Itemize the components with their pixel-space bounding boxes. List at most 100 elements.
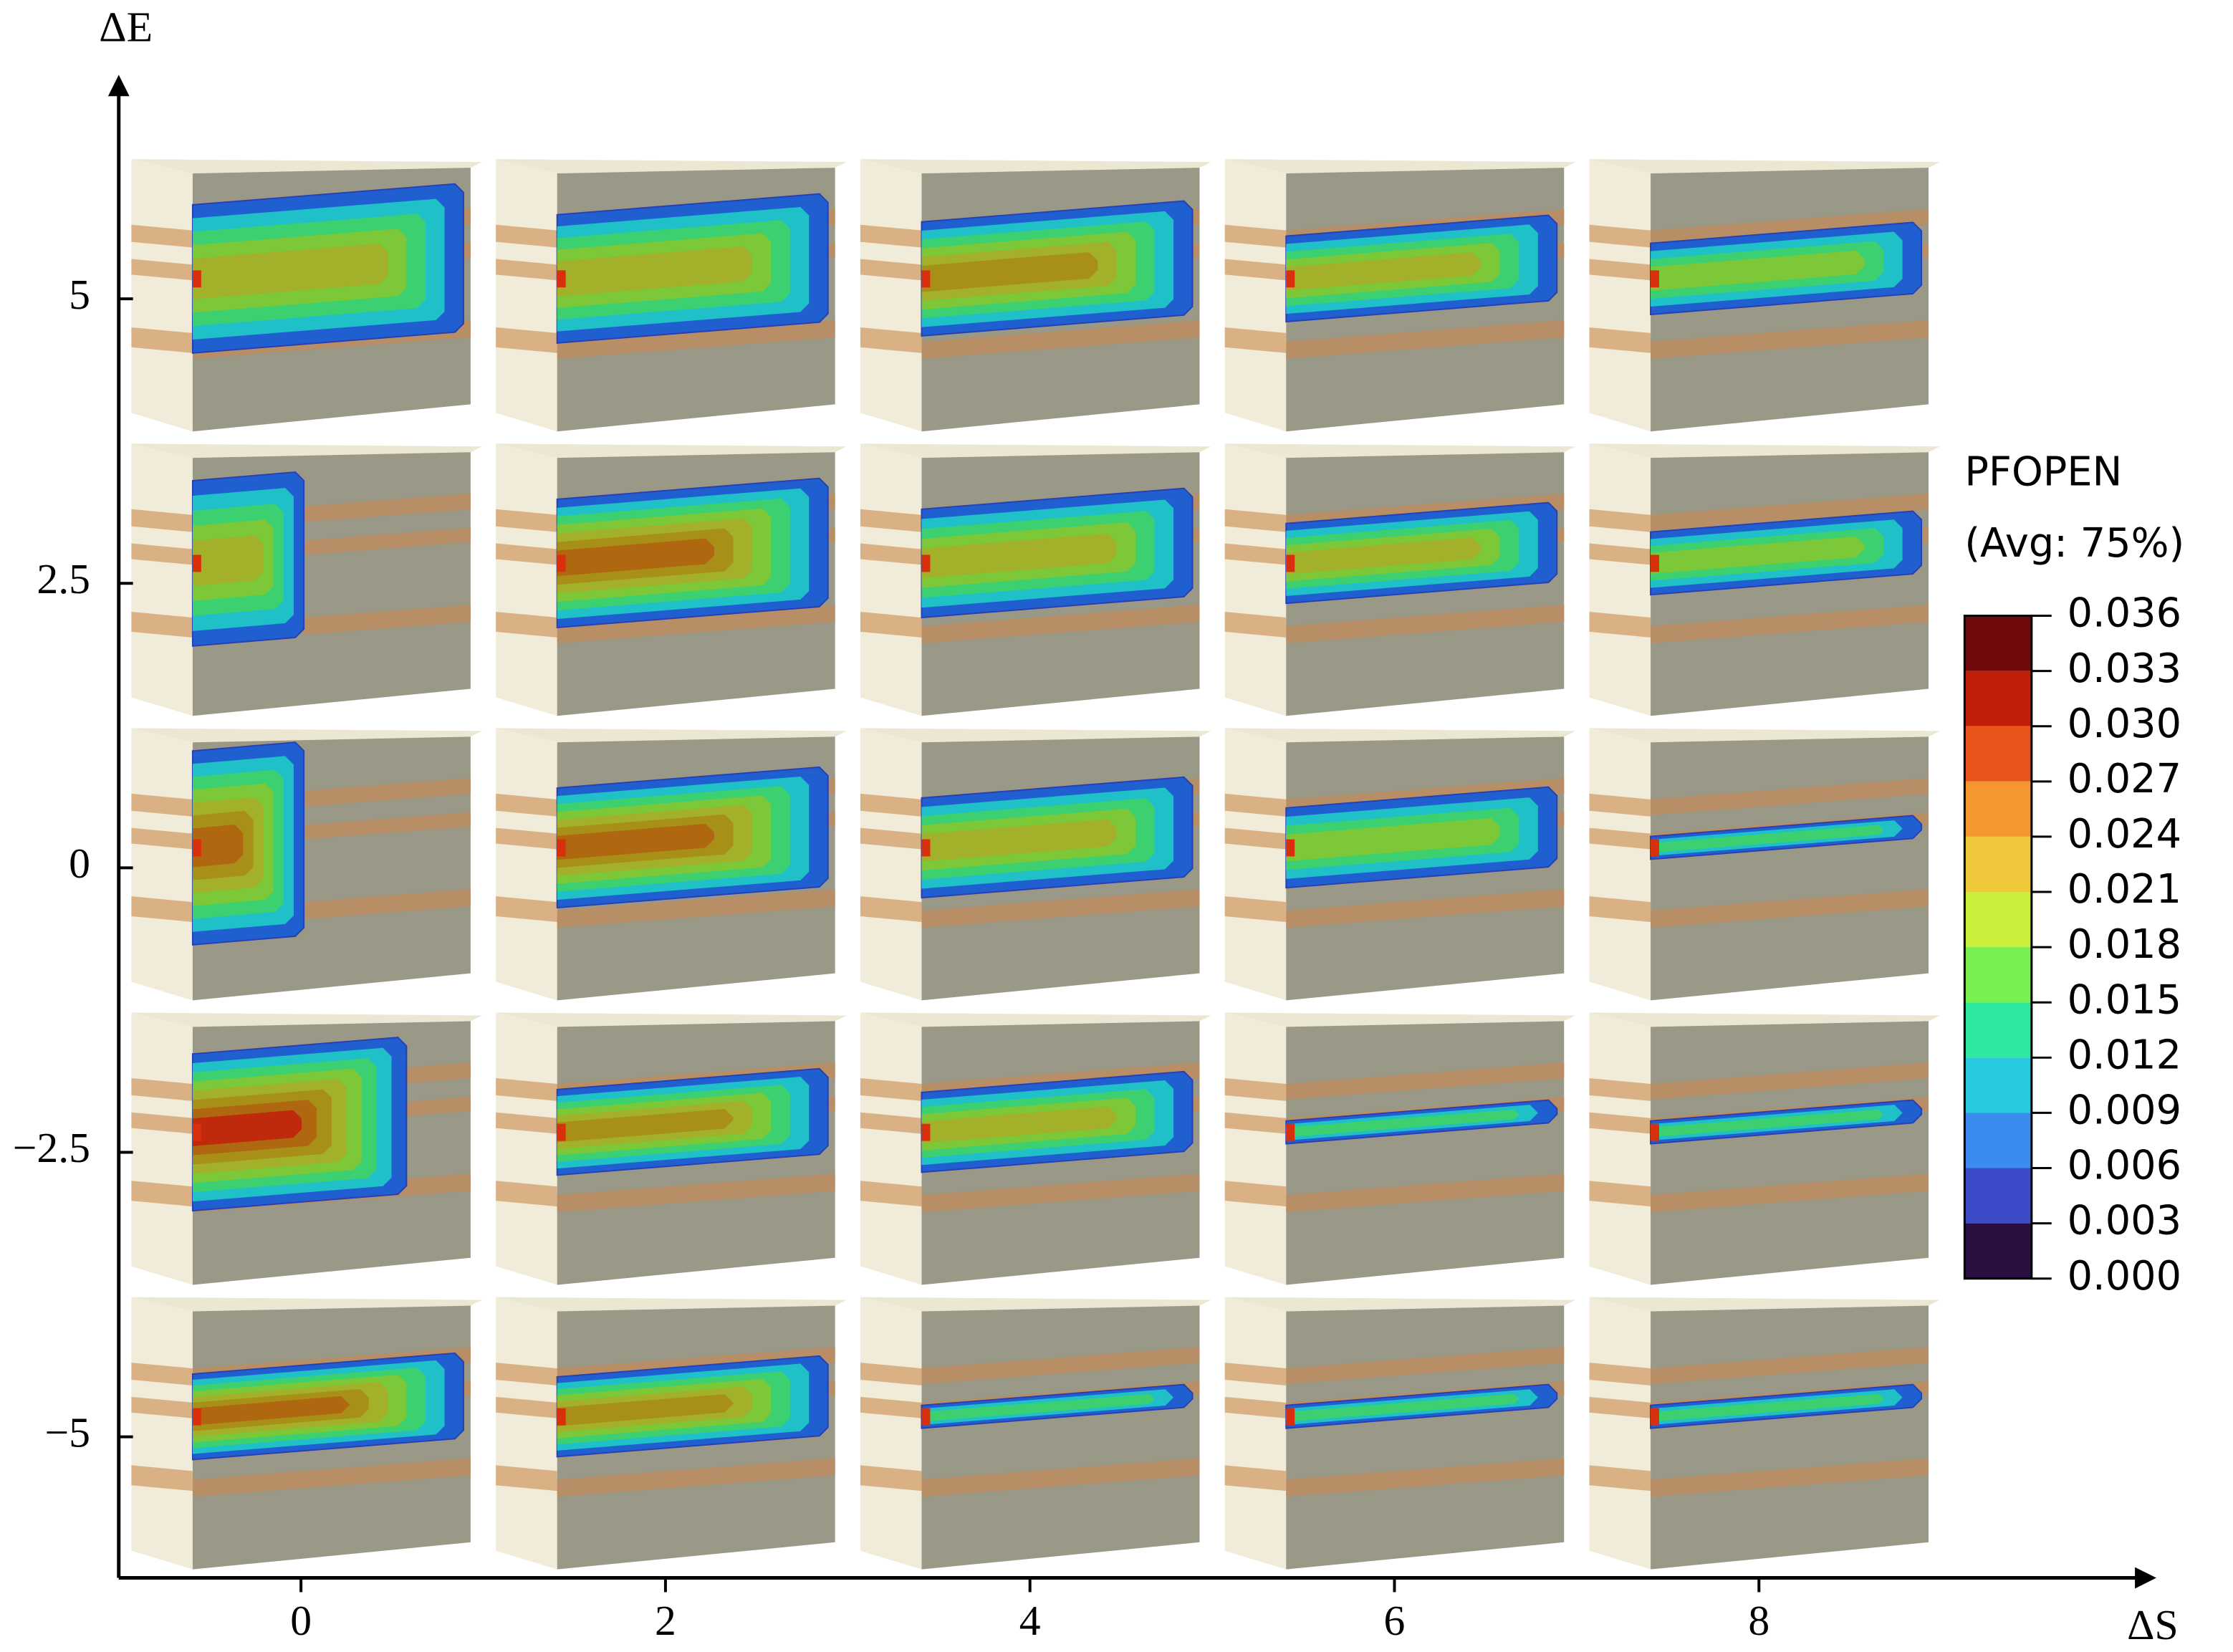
- layer-side: [496, 793, 557, 817]
- fracture-contour: [921, 819, 1117, 862]
- panel: [131, 728, 482, 1001]
- block-side: [1224, 443, 1287, 716]
- block-side: [131, 728, 193, 1001]
- layer-side: [1224, 793, 1287, 817]
- block-side: [496, 1012, 557, 1285]
- panel: [1224, 1012, 1576, 1285]
- layer-side: [1589, 259, 1651, 281]
- layer-side: [860, 259, 922, 281]
- colorbar-band: [1964, 947, 2032, 1003]
- layer-front: [1286, 889, 1565, 928]
- colorbar-band: [1964, 726, 2032, 782]
- layer-side: [1224, 1112, 1287, 1134]
- colorbar-band: [1964, 1002, 2032, 1058]
- block-top: [860, 159, 1211, 174]
- block-side: [131, 1012, 193, 1285]
- layer-side: [860, 1396, 922, 1418]
- injection-point: [192, 270, 201, 288]
- layer-side: [1224, 1396, 1287, 1418]
- layer-side: [496, 1465, 557, 1492]
- block-top: [131, 159, 482, 174]
- block-top: [1589, 1012, 1940, 1027]
- layer-side: [496, 896, 557, 922]
- layer-front: [921, 1173, 1200, 1213]
- fracture-contour: [557, 1108, 734, 1143]
- layer-side: [496, 1396, 557, 1418]
- block-side: [1224, 159, 1287, 432]
- layer-side: [496, 1078, 557, 1101]
- panel: [1589, 443, 1940, 716]
- layer-front: [1651, 889, 1929, 928]
- layer-side: [131, 896, 193, 922]
- block-side: [131, 443, 193, 716]
- panel: [496, 159, 847, 432]
- block-front: [1651, 1021, 1929, 1285]
- y-tick-label: 2.5: [37, 555, 90, 602]
- panel: [860, 1297, 1211, 1570]
- layer-front: [921, 1347, 1200, 1384]
- fracture-contour: [921, 533, 1117, 579]
- fracture-contour: [1286, 817, 1500, 862]
- y-tick-label: −2.5: [13, 1124, 90, 1171]
- block-side: [1224, 1012, 1287, 1285]
- layer-side: [860, 1363, 922, 1386]
- layer-side: [1224, 543, 1287, 565]
- colorbar-band: [1964, 1168, 2032, 1224]
- layer-side: [131, 1465, 193, 1492]
- block-top: [131, 1297, 482, 1312]
- layer-side: [131, 793, 193, 817]
- fracture-contour: [557, 823, 714, 860]
- panel: [131, 159, 482, 432]
- fracture-contour: [921, 1393, 1155, 1422]
- layer-side: [1589, 1078, 1651, 1101]
- fracture-contour: [192, 1396, 350, 1426]
- colorbar-tick-label: 0.024: [2068, 811, 2181, 858]
- colorbar-band: [1964, 892, 2032, 948]
- layer-front: [1286, 1347, 1565, 1384]
- panel: [1589, 728, 1940, 1001]
- layer-side: [860, 224, 922, 248]
- colorbar-tick-label: 0.027: [2068, 756, 2181, 802]
- colorbar-tick-label: 0.003: [2068, 1198, 2181, 1244]
- fracture-contour: [192, 244, 388, 299]
- fracture-contour: [1651, 1393, 1884, 1422]
- layer-side: [1589, 896, 1651, 922]
- block-side: [496, 443, 557, 716]
- colorbar-title: PFOPEN: [1964, 449, 2122, 496]
- block-top: [131, 443, 482, 458]
- block-side: [860, 1297, 922, 1570]
- injection-point: [921, 270, 931, 288]
- layer-side: [1224, 509, 1287, 532]
- fracture-contour: [1651, 536, 1865, 575]
- layer-side: [1224, 612, 1287, 638]
- panel: [496, 1012, 847, 1285]
- block-front: [1286, 1305, 1565, 1570]
- layer-side: [1589, 1396, 1651, 1418]
- layer-side: [1224, 1363, 1287, 1386]
- panel-grid: [131, 159, 1940, 1570]
- injection-point: [1651, 554, 1659, 572]
- panel: [860, 443, 1211, 716]
- layer-side: [131, 612, 193, 638]
- fracture-contour: [921, 252, 1098, 292]
- y-tick-label: 5: [69, 271, 90, 318]
- layer-front: [1651, 1173, 1929, 1213]
- layer-side: [860, 1465, 922, 1492]
- layer-side: [1589, 543, 1651, 565]
- fracture-contour: [192, 1110, 302, 1146]
- injection-point: [192, 554, 201, 572]
- block-top: [1589, 728, 1940, 743]
- panel: [860, 1012, 1211, 1285]
- layer-front: [1651, 778, 1929, 815]
- layer-side: [1589, 827, 1651, 850]
- block-top: [860, 728, 1211, 743]
- layer-front: [1651, 1062, 1929, 1100]
- layer-front: [1651, 493, 1929, 531]
- layer-side: [1224, 827, 1287, 850]
- layer-side: [496, 1112, 557, 1134]
- block-top: [1589, 1297, 1940, 1312]
- block-top: [860, 1012, 1211, 1027]
- layer-side: [860, 1112, 922, 1134]
- block-side: [1589, 443, 1651, 716]
- layer-side: [131, 1112, 193, 1134]
